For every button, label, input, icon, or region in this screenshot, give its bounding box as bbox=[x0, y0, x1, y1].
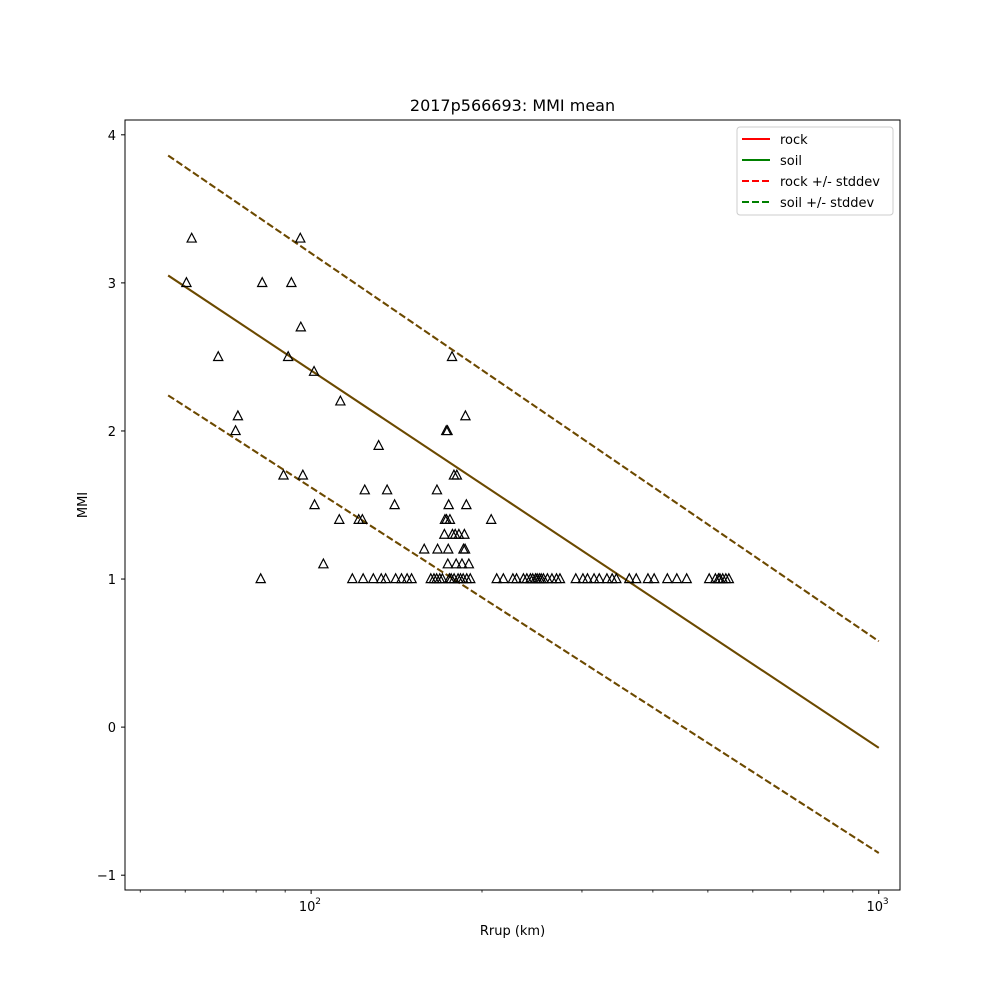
observation-point bbox=[317, 557, 329, 569]
observation-point bbox=[395, 572, 408, 584]
x-tick-label: 10 bbox=[299, 900, 316, 915]
observation-point bbox=[436, 572, 448, 584]
y-tick-label: 4 bbox=[108, 129, 116, 144]
observation-point bbox=[703, 572, 715, 584]
observation-point bbox=[510, 572, 523, 584]
y-tick-label: 3 bbox=[108, 277, 116, 292]
observation-point bbox=[232, 409, 244, 421]
observation-point bbox=[630, 572, 642, 584]
observation-point bbox=[681, 572, 693, 584]
legend-label: soil +/- stddev bbox=[780, 196, 875, 211]
observation-point bbox=[610, 572, 622, 584]
observation-point bbox=[451, 468, 463, 480]
observation-point bbox=[431, 483, 443, 495]
observation-point bbox=[256, 276, 268, 288]
x-tick-exponent: 3 bbox=[883, 897, 889, 907]
observation-point bbox=[456, 557, 468, 569]
observation-point bbox=[497, 572, 509, 584]
observation-point bbox=[357, 572, 369, 584]
observation-point bbox=[333, 513, 345, 525]
axes-frame bbox=[124, 119, 901, 891]
observation-point bbox=[431, 542, 444, 554]
observation-point bbox=[450, 557, 462, 569]
observation-point bbox=[390, 572, 402, 584]
observation-point bbox=[464, 572, 476, 584]
observation-point bbox=[570, 572, 582, 584]
observation-point bbox=[255, 572, 267, 584]
observation-point bbox=[661, 572, 673, 584]
observation-point bbox=[623, 572, 635, 584]
y-tick-label: −1 bbox=[97, 869, 116, 884]
observation-point bbox=[593, 572, 605, 584]
x-tick-label: 10 bbox=[866, 900, 883, 915]
observation-point bbox=[282, 350, 294, 362]
observation-markers bbox=[180, 231, 735, 584]
observation-point bbox=[346, 572, 358, 584]
legend-label: rock bbox=[780, 133, 808, 148]
observation-point bbox=[438, 528, 450, 539]
observation-point bbox=[491, 572, 503, 584]
observation-point bbox=[389, 498, 401, 510]
y-tick-label: 0 bbox=[108, 721, 116, 736]
observation-point bbox=[581, 572, 594, 584]
observation-point bbox=[442, 557, 454, 569]
observation-point bbox=[180, 276, 193, 288]
x-axis-label: Rrup (km) bbox=[480, 924, 545, 939]
observation-point bbox=[459, 542, 471, 554]
observation-point bbox=[295, 320, 307, 332]
observation-point bbox=[380, 572, 392, 584]
observation-point bbox=[359, 483, 371, 495]
observation-point bbox=[460, 498, 472, 510]
observation-point bbox=[441, 424, 454, 436]
observation-point bbox=[308, 365, 320, 376]
observation-point bbox=[723, 572, 735, 584]
observation-point bbox=[367, 572, 379, 584]
observation-point bbox=[642, 572, 654, 584]
observation-point bbox=[405, 572, 418, 584]
observation-point bbox=[443, 498, 455, 510]
observation-point bbox=[308, 498, 321, 510]
observation-point bbox=[381, 483, 393, 495]
legend-label: soil bbox=[780, 154, 802, 169]
observation-point bbox=[463, 557, 475, 569]
observation-point bbox=[418, 542, 430, 554]
observation-point bbox=[229, 424, 242, 436]
observation-point bbox=[459, 409, 472, 421]
series-line-soil-stddev-upper bbox=[167, 154, 880, 643]
observation-point bbox=[334, 394, 346, 406]
y-tick-label: 2 bbox=[108, 425, 116, 440]
observation-point bbox=[458, 528, 470, 539]
observation-point bbox=[446, 350, 458, 362]
observation-point bbox=[442, 542, 454, 554]
legend-label: rock +/- stddev bbox=[780, 175, 880, 190]
y-axis-label: MMI bbox=[76, 492, 91, 518]
observation-point bbox=[444, 513, 456, 525]
observation-point bbox=[485, 513, 497, 525]
observation-point bbox=[554, 572, 566, 584]
observation-point bbox=[297, 468, 309, 480]
observation-point bbox=[356, 513, 368, 525]
observation-point bbox=[373, 439, 385, 450]
legend-box bbox=[736, 126, 894, 216]
observation-point bbox=[671, 572, 683, 584]
legend: rock soil rock +/- stddev soil +/- stddev bbox=[736, 126, 894, 216]
observation-point bbox=[277, 468, 290, 480]
observation-point bbox=[212, 350, 224, 362]
y-tick-label: 1 bbox=[108, 573, 116, 588]
observation-point bbox=[294, 231, 306, 243]
observation-point bbox=[285, 276, 297, 288]
observation-point bbox=[453, 528, 465, 539]
observation-point bbox=[648, 572, 660, 584]
observation-point bbox=[186, 231, 198, 243]
x-tick-exponent: 2 bbox=[315, 897, 321, 907]
series-line-soil-stddev-lower bbox=[167, 394, 880, 854]
chart-title: 2017p566693: MMI mean bbox=[410, 96, 615, 115]
